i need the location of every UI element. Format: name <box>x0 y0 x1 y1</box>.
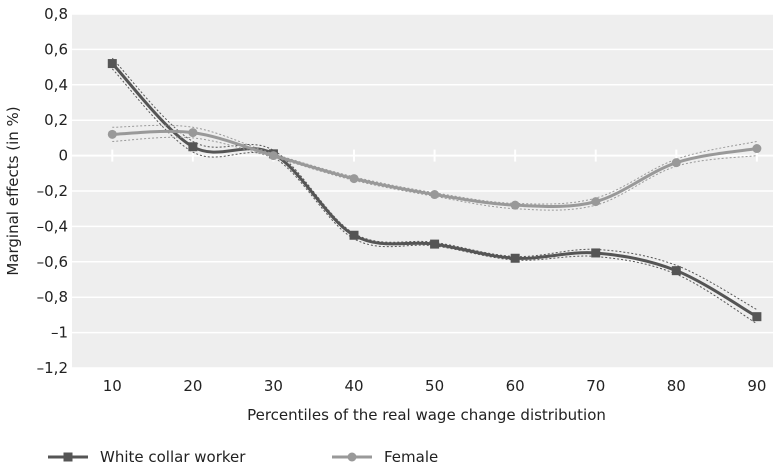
ci-upper-line <box>112 124 757 205</box>
data-point <box>671 158 681 168</box>
series-female <box>107 124 762 211</box>
x-tick-label: 50 <box>425 377 444 395</box>
x-axis-title: Percentiles of the real wage change dist… <box>247 406 606 424</box>
data-point <box>107 129 117 139</box>
y-tick-label: 0,8 <box>44 5 68 23</box>
legend-label: Female <box>384 448 438 466</box>
x-tick-label: 40 <box>344 377 363 395</box>
y-tick-label: –0,4 <box>37 217 68 235</box>
legend-square-marker <box>63 452 73 462</box>
data-point <box>268 151 278 161</box>
ci-lower-line <box>111 68 758 325</box>
data-point <box>430 239 440 249</box>
y-tick-label: –1,2 <box>37 359 68 377</box>
y-axis-title: Marginal effects (in %) <box>4 106 22 275</box>
data-point <box>510 253 520 263</box>
y-tick-label: 0 <box>58 147 68 165</box>
y-tick-label: –0,6 <box>37 253 68 271</box>
y-tick-label: –0,8 <box>37 288 68 306</box>
x-tick-label: 60 <box>506 377 525 395</box>
data-point <box>510 200 520 210</box>
series-white-collar-worker <box>107 57 762 325</box>
data-point <box>671 266 681 276</box>
legend: White collar worker Female <box>48 448 438 466</box>
data-point <box>188 142 198 152</box>
data-point <box>591 248 601 258</box>
data-point <box>349 230 359 240</box>
legend-circle-marker <box>347 452 357 462</box>
y-axis-ticks: 0,8 0,6 0,4 0,2 0 –0,2 –0,4 –0,6 –0,8 –1 –1,2 <box>37 5 68 377</box>
data-point <box>591 197 601 207</box>
legend-label: White collar worker <box>100 448 246 466</box>
x-tick-label: 10 <box>103 377 122 395</box>
y-tick-label: 0,2 <box>44 111 68 129</box>
series-layer <box>107 57 762 325</box>
x-tick-label: 70 <box>586 377 605 395</box>
y-tick-label: 0,6 <box>44 40 68 58</box>
y-tick-label: –0,2 <box>37 182 68 200</box>
data-point <box>752 144 762 154</box>
data-point <box>107 59 117 69</box>
grid-lines <box>72 13 773 369</box>
legend-item: Female <box>332 448 438 466</box>
data-point <box>349 174 359 184</box>
data-point <box>752 312 762 322</box>
y-tick-label: 0,4 <box>44 76 68 94</box>
y-tick-label: –1 <box>51 324 68 342</box>
x-tick-label: 20 <box>183 377 202 395</box>
data-point <box>188 128 198 138</box>
x-tick-label: 80 <box>667 377 686 395</box>
x-axis-ticks: 10 20 30 40 50 60 70 80 90 <box>103 377 767 395</box>
x-tick-label: 30 <box>264 377 283 395</box>
legend-item: White collar worker <box>48 448 246 466</box>
data-point <box>430 190 440 200</box>
x-tick-label: 90 <box>747 377 766 395</box>
